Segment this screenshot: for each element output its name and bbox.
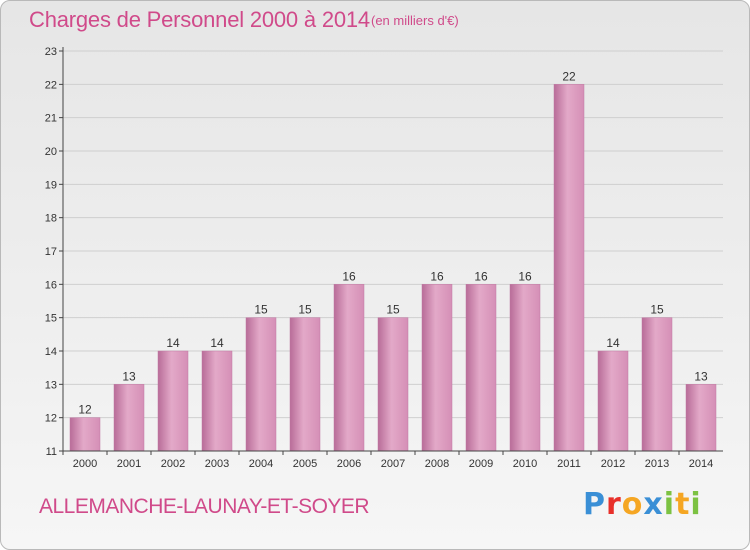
x-tick-label: 2014 <box>689 458 713 470</box>
commune-name: ALLEMANCHE-LAUNAY-ET-SOYER <box>39 495 370 518</box>
bar <box>69 417 101 452</box>
x-tick-label: 2006 <box>337 458 361 470</box>
y-tick-label: 21 <box>45 113 57 125</box>
y-tick-label: 16 <box>45 279 57 291</box>
x-tick-label: 2003 <box>205 458 229 470</box>
logo-letter: i <box>663 487 676 522</box>
x-tick-label: 2000 <box>73 458 97 470</box>
bar <box>245 317 277 452</box>
x-tick-label: 2009 <box>469 458 493 470</box>
bar <box>465 284 497 452</box>
x-tick-label: 2007 <box>381 458 405 470</box>
bars <box>69 84 717 452</box>
data-label: 15 <box>650 303 664 317</box>
data-label: 16 <box>430 269 444 283</box>
bar <box>553 84 585 452</box>
y-tick-label: 12 <box>45 413 57 425</box>
bar <box>377 317 409 452</box>
logo-letter: x <box>643 487 664 522</box>
y-tick-label: 18 <box>45 213 57 225</box>
bar <box>597 350 629 452</box>
data-label: 15 <box>254 303 268 317</box>
data-label: 16 <box>474 269 488 283</box>
y-tick-label: 11 <box>46 446 57 458</box>
bar <box>201 350 233 452</box>
bar <box>157 350 189 452</box>
y-tick-labels: 11 12 13 14 15 16 17 18 19 20 21 22 23 <box>45 46 57 458</box>
y-tick-label: 17 <box>45 246 57 258</box>
y-tick-label: 13 <box>45 379 57 391</box>
x-tick-label: 2008 <box>425 458 449 470</box>
data-label: 13 <box>694 369 708 383</box>
logo-letter: r <box>606 487 622 522</box>
logo-letter: o <box>621 487 644 522</box>
data-label: 16 <box>518 269 532 283</box>
x-tick-label: 2002 <box>161 458 185 470</box>
chart-title: Charges de Personnel 2000 à 2014 <box>29 7 370 32</box>
logo-letter: i <box>690 487 702 522</box>
y-tick-label: 23 <box>45 46 57 58</box>
bar <box>113 384 145 452</box>
y-tick-label: 19 <box>45 179 57 191</box>
data-label: 15 <box>386 303 400 317</box>
proxiti-logo[interactable]: Proxiti <box>583 487 702 522</box>
x-tick-label: 2012 <box>601 458 625 470</box>
x-tick-label: 2001 <box>117 458 141 470</box>
axes <box>59 47 723 455</box>
bar <box>289 317 321 452</box>
chart-subtitle: (en milliers d'€) <box>371 13 459 28</box>
y-tick-label: 15 <box>45 313 57 325</box>
y-tick-label: 22 <box>45 79 57 91</box>
x-tick-label: 2011 <box>557 458 581 470</box>
x-tick-label: 2013 <box>645 458 669 470</box>
data-label: 14 <box>166 336 180 350</box>
logo-letter: P <box>583 487 606 522</box>
bar <box>685 384 717 452</box>
data-label: 12 <box>78 403 92 417</box>
data-label: 13 <box>122 369 136 383</box>
x-tick-label: 2010 <box>513 458 537 470</box>
y-tick-label: 14 <box>45 346 57 358</box>
logo-letter: t <box>675 487 691 522</box>
bar <box>509 284 541 452</box>
x-tick-labels: 2000 2001 2002 2003 2004 2005 2006 2007 2008 2009… <box>73 458 713 470</box>
data-label: 15 <box>298 303 312 317</box>
x-tick-label: 2004 <box>249 458 273 470</box>
data-label: 14 <box>606 336 620 350</box>
y-tick-label: 20 <box>45 146 57 158</box>
data-label: 22 <box>562 69 576 83</box>
data-label: 14 <box>210 336 224 350</box>
data-label: 16 <box>342 269 356 283</box>
bar <box>421 284 453 452</box>
bar <box>641 317 673 452</box>
data-labels: 12 13 14 14 15 15 16 15 16 16 16 22 14 15 13 <box>78 69 708 416</box>
x-tick-label: 2005 <box>293 458 317 470</box>
bar <box>333 284 365 452</box>
